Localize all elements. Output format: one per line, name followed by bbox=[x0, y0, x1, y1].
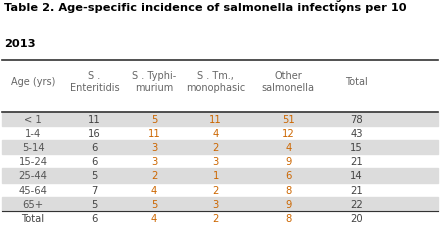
Text: 45-64: 45-64 bbox=[18, 185, 48, 195]
Text: 2: 2 bbox=[213, 185, 219, 195]
Text: ,: , bbox=[340, 3, 345, 13]
Text: 12: 12 bbox=[282, 128, 294, 138]
Text: 14: 14 bbox=[350, 171, 363, 181]
Text: 3: 3 bbox=[151, 143, 157, 152]
Text: 11: 11 bbox=[209, 114, 222, 124]
Text: 11: 11 bbox=[88, 114, 101, 124]
Bar bbox=[2, 112, 438, 126]
Text: 8: 8 bbox=[285, 213, 291, 223]
Text: < 1: < 1 bbox=[24, 114, 42, 124]
Text: 15: 15 bbox=[350, 143, 363, 152]
Text: 6: 6 bbox=[92, 157, 98, 167]
Text: 3: 3 bbox=[213, 157, 219, 167]
Text: 6: 6 bbox=[92, 213, 98, 223]
Text: 25-44: 25-44 bbox=[18, 171, 48, 181]
Text: 11: 11 bbox=[148, 128, 160, 138]
Text: 20: 20 bbox=[350, 213, 363, 223]
Text: 5: 5 bbox=[92, 171, 98, 181]
Text: 3: 3 bbox=[151, 157, 157, 167]
Text: 1: 1 bbox=[213, 171, 219, 181]
Text: 5: 5 bbox=[335, 0, 341, 4]
Text: 21: 21 bbox=[350, 157, 363, 167]
Text: 22: 22 bbox=[350, 199, 363, 209]
Bar bbox=[2, 197, 438, 211]
Text: 15-24: 15-24 bbox=[18, 157, 48, 167]
Text: Table 2. Age-specific incidence of salmonella infections per 10: Table 2. Age-specific incidence of salmo… bbox=[4, 3, 407, 13]
Bar bbox=[2, 140, 438, 155]
Text: 1-4: 1-4 bbox=[25, 128, 41, 138]
Text: 43: 43 bbox=[350, 128, 363, 138]
Text: 5-14: 5-14 bbox=[22, 143, 44, 152]
Text: S .
Enteritidis: S . Enteritidis bbox=[70, 71, 119, 93]
Text: Age (yrs): Age (yrs) bbox=[11, 77, 55, 87]
Text: 9: 9 bbox=[285, 199, 291, 209]
Text: 6: 6 bbox=[285, 171, 291, 181]
Text: 7: 7 bbox=[92, 185, 98, 195]
Text: Total: Total bbox=[345, 77, 368, 87]
Text: 5: 5 bbox=[92, 199, 98, 209]
Text: 4: 4 bbox=[285, 143, 291, 152]
Text: S . Typhi-
murium: S . Typhi- murium bbox=[132, 71, 176, 93]
Text: 65+: 65+ bbox=[22, 199, 44, 209]
Text: 16: 16 bbox=[88, 128, 101, 138]
Text: 2013: 2013 bbox=[4, 39, 36, 49]
Text: 5: 5 bbox=[151, 199, 157, 209]
Text: Other
salmonella: Other salmonella bbox=[262, 71, 315, 93]
Text: 2: 2 bbox=[213, 143, 219, 152]
Text: S . Tm.,
monophasic: S . Tm., monophasic bbox=[186, 71, 245, 93]
Text: 4: 4 bbox=[213, 128, 219, 138]
Text: Total: Total bbox=[22, 213, 44, 223]
Text: 9: 9 bbox=[285, 157, 291, 167]
Text: 3: 3 bbox=[213, 199, 219, 209]
Text: 5: 5 bbox=[151, 114, 157, 124]
Text: 8: 8 bbox=[285, 185, 291, 195]
Text: 4: 4 bbox=[151, 213, 157, 223]
Text: 2: 2 bbox=[213, 213, 219, 223]
Text: 6: 6 bbox=[92, 143, 98, 152]
Text: 2: 2 bbox=[151, 171, 157, 181]
Text: 51: 51 bbox=[282, 114, 294, 124]
Bar bbox=[2, 169, 438, 183]
Text: 4: 4 bbox=[151, 185, 157, 195]
Text: 21: 21 bbox=[350, 185, 363, 195]
Text: 78: 78 bbox=[350, 114, 363, 124]
